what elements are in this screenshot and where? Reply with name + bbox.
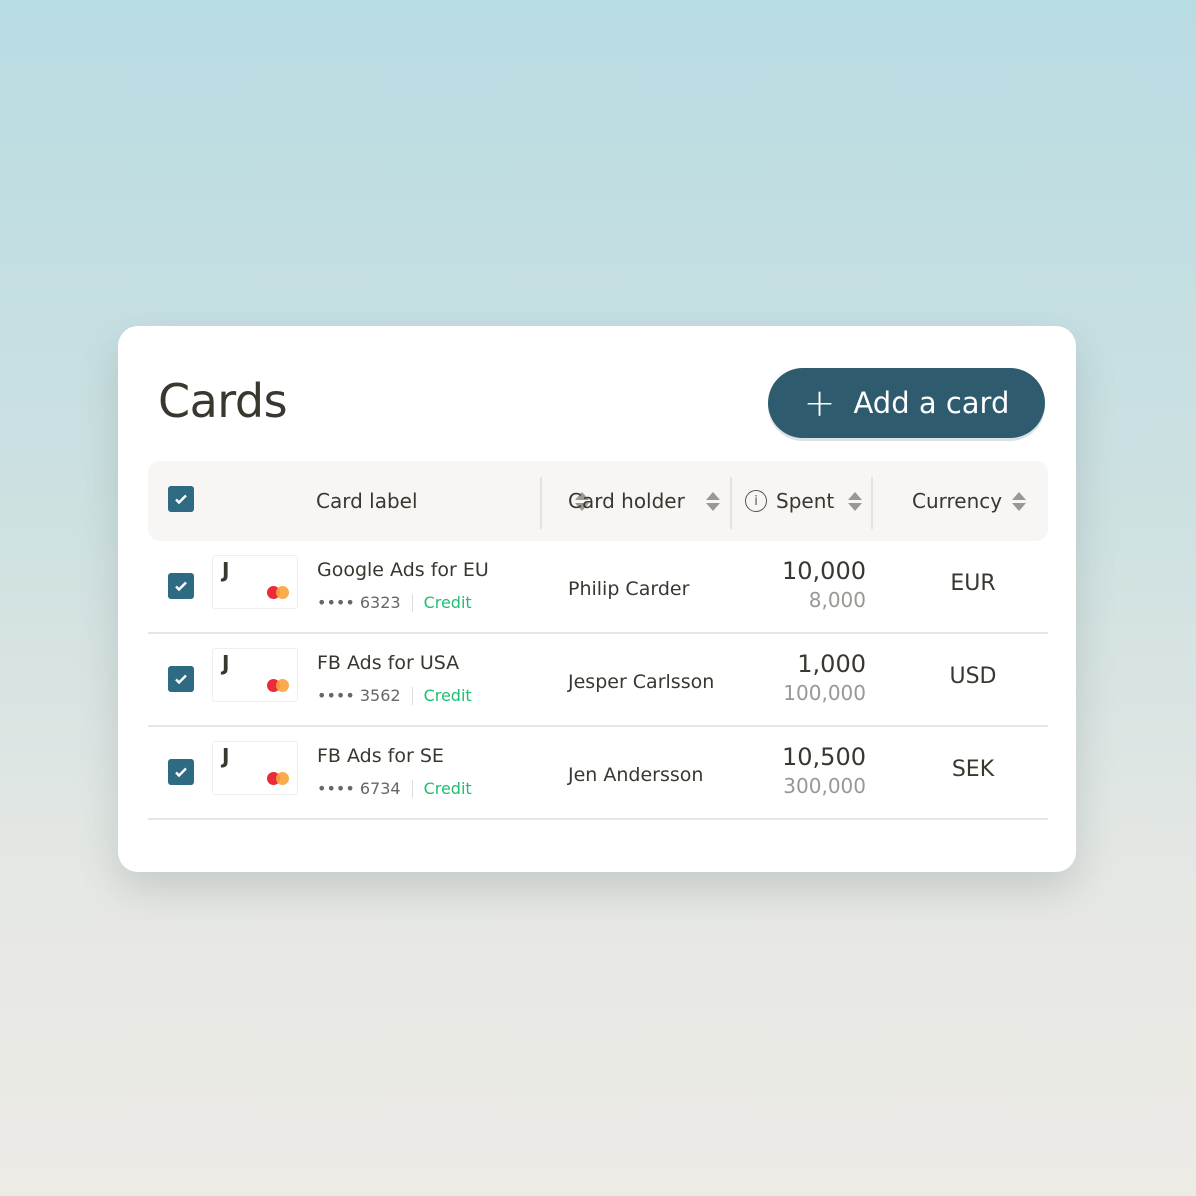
column-label: Card holder: [568, 489, 685, 513]
card-number: •••• 6734: [317, 779, 401, 798]
table-row[interactable]: J FB Ads for SE •••• 6734 Credit Jen Ande…: [148, 727, 1048, 820]
row-checkbox[interactable]: [168, 573, 194, 599]
card-holder: Philip Carder: [568, 578, 690, 600]
divider: [411, 779, 413, 798]
spent-cell: 10,500 300,000: [782, 743, 866, 798]
card-thumbnail: J: [212, 741, 298, 795]
column-label: Card label: [316, 489, 418, 513]
row-checkbox[interactable]: [168, 759, 194, 785]
check-icon: [175, 674, 187, 685]
table-header: Card label Card holder i Spent Currency: [148, 461, 1048, 541]
column-label: Currency: [912, 489, 1003, 513]
card-brand-logo: J: [222, 558, 230, 582]
table-row[interactable]: J Google Ads for EU •••• 6323 Credit Phil…: [148, 541, 1048, 634]
divider: [411, 686, 413, 705]
card-holder: Jesper Carlsson: [568, 671, 715, 693]
spend-limit: 100,000: [783, 681, 866, 705]
column-currency[interactable]: Currency: [912, 461, 1027, 541]
spent-amount: 10,500: [782, 743, 866, 771]
column-divider: [730, 477, 732, 529]
card-label: FB Ads for USA: [317, 652, 460, 674]
check-icon: [175, 767, 187, 778]
column-card-holder[interactable]: Card holder: [568, 461, 720, 541]
column-spent[interactable]: i Spent: [745, 461, 863, 541]
mastercard-icon: [267, 772, 289, 785]
add-card-button[interactable]: + Add a card: [768, 368, 1045, 438]
check-icon: [175, 494, 187, 505]
card-thumbnail: J: [212, 555, 298, 609]
card-label: FB Ads for SE: [317, 745, 444, 767]
add-card-label: Add a card: [853, 386, 1010, 420]
mastercard-icon: [267, 679, 289, 692]
card-thumbnail: J: [212, 648, 298, 702]
spent-amount: 1,000: [797, 650, 866, 678]
card-number: •••• 6323: [317, 593, 401, 612]
currency: USD: [949, 664, 997, 689]
row-checkbox[interactable]: [168, 666, 194, 692]
column-divider: [540, 477, 542, 529]
card-brand-logo: J: [222, 744, 230, 768]
sort-icon[interactable]: [705, 491, 720, 511]
card-meta: •••• 6734 Credit: [317, 779, 472, 798]
card-meta: •••• 3562 Credit: [317, 686, 472, 705]
column-card-label[interactable]: Card label: [316, 461, 589, 541]
spend-limit: 300,000: [783, 774, 866, 798]
currency: SEK: [951, 757, 995, 782]
card-type: Credit: [423, 779, 472, 798]
card-type: Credit: [423, 593, 472, 612]
mastercard-icon: [267, 586, 289, 599]
divider: [411, 593, 413, 612]
check-icon: [175, 581, 187, 592]
card-brand-logo: J: [222, 651, 230, 675]
page-title: Cards: [158, 374, 288, 428]
spent-cell: 1,000 100,000: [783, 650, 866, 705]
cards-panel: Cards + Add a card Card label Card holde…: [118, 326, 1076, 872]
select-all-checkbox[interactable]: [168, 486, 194, 512]
card-number: •••• 3562: [317, 686, 401, 705]
plus-icon: +: [803, 381, 836, 425]
sort-icon[interactable]: [1012, 491, 1027, 511]
spend-limit: 8,000: [808, 588, 866, 612]
card-meta: •••• 6323 Credit: [317, 593, 472, 612]
column-divider: [871, 477, 873, 529]
table-row[interactable]: J FB Ads for USA •••• 3562 Credit Jesper …: [148, 634, 1048, 727]
card-holder: Jen Andersson: [568, 764, 704, 786]
spent-amount: 10,000: [782, 557, 866, 585]
spent-cell: 10,000 8,000: [782, 557, 866, 612]
info-icon[interactable]: i: [745, 490, 767, 512]
currency: EUR: [950, 571, 996, 596]
sort-icon[interactable]: [574, 491, 589, 511]
card-label: Google Ads for EU: [317, 559, 489, 581]
column-label: Spent: [776, 489, 835, 513]
sort-icon[interactable]: [848, 491, 863, 511]
card-type: Credit: [423, 686, 472, 705]
